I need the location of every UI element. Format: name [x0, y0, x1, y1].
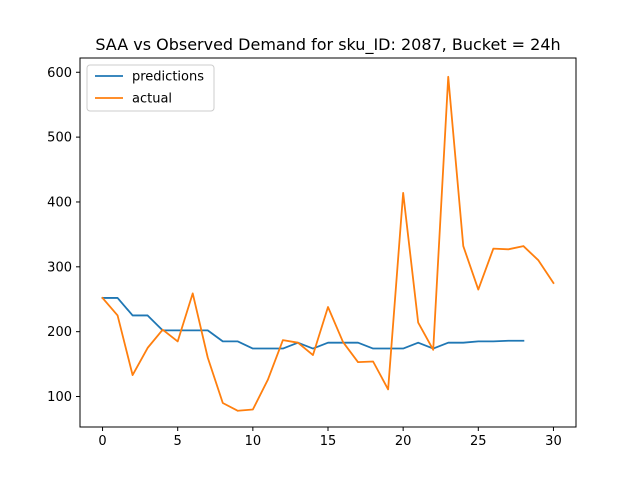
x-tick-label: 10 [245, 434, 262, 449]
y-tick-label: 600 [47, 66, 72, 81]
y-tick-label: 100 [47, 390, 72, 405]
y-tick-label: 200 [47, 325, 72, 340]
x-tick-label: 30 [545, 434, 562, 449]
x-tick-label: 25 [470, 434, 487, 449]
y-tick-label: 400 [47, 195, 72, 210]
x-tick-label: 5 [174, 434, 182, 449]
x-tick-label: 20 [395, 434, 412, 449]
series-line-actual [101, 75, 555, 412]
y-tick-label: 300 [47, 260, 72, 275]
x-tick-label: 15 [320, 434, 337, 449]
legend: predictions actual [86, 64, 215, 112]
x-tick-label: 0 [98, 434, 106, 449]
plot-area: 0 5 10 15 20 25 30 100 200 300 400 500 600 [47, 57, 577, 449]
y-tick-label: 500 [47, 131, 72, 146]
legend-label-actual: actual [132, 92, 172, 107]
chart-title: SAA vs Observed Demand for sku_ID: 2087,… [95, 35, 560, 55]
series-line-predictions [101, 297, 525, 350]
legend-label-predictions: predictions [132, 70, 204, 85]
